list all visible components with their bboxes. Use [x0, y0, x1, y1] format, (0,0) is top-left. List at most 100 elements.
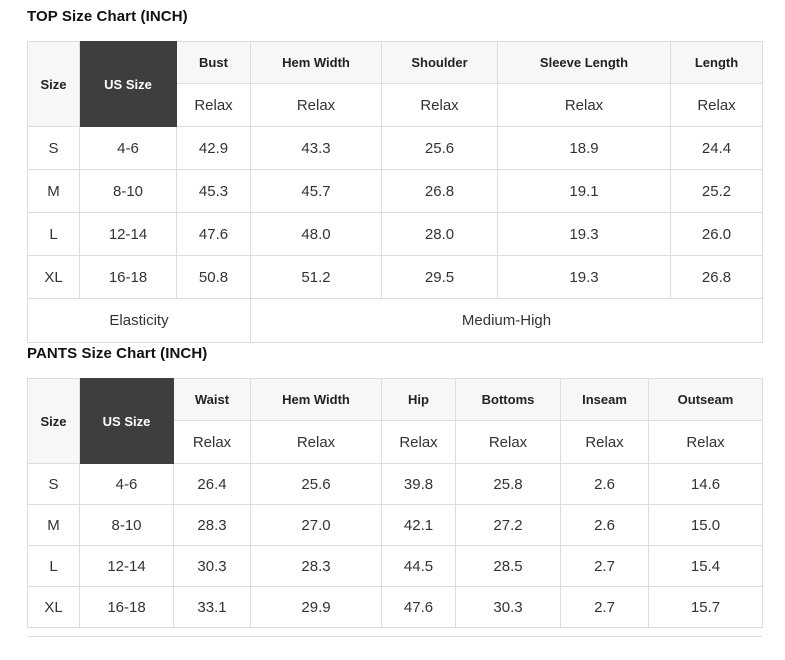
value-cell: 43.3 — [250, 126, 382, 170]
value-cell: 14.6 — [648, 463, 763, 505]
us-size-cell: 4-6 — [79, 126, 177, 170]
size-chart-page: TOP Size Chart (INCH) Size US Size Bust Hem… — [27, 6, 763, 660]
value-cell: 48.0 — [250, 212, 382, 256]
us-size-cell: 12-14 — [79, 545, 174, 587]
value-cell: 25.2 — [670, 169, 763, 213]
column-header-cell: Bust — [176, 41, 251, 84]
column-header-cell: Waist — [173, 378, 251, 421]
value-cell: 42.1 — [381, 504, 456, 546]
value-cell: 15.4 — [648, 545, 763, 587]
column-header-cell: Inseam — [560, 378, 649, 421]
column-header-cell: Length — [670, 41, 763, 84]
us-size-cell: 8-10 — [79, 169, 177, 213]
table-row: M 8-10 28.3 27.0 42.1 27.2 2.6 15.0 — [27, 504, 763, 546]
value-cell: 2.6 — [560, 504, 649, 546]
us-size-cell: 4-6 — [79, 463, 174, 505]
elasticity-row: Elasticity Medium-High — [27, 298, 763, 343]
table-row: S 4-6 42.9 43.3 25.6 18.9 24.4 — [27, 126, 763, 170]
fit-row-cell: Relax — [560, 420, 649, 464]
value-cell: 45.3 — [176, 169, 251, 213]
elasticity-value-cell: Medium-High — [250, 298, 763, 343]
table-row: M 8-10 45.3 45.7 26.8 19.1 25.2 — [27, 169, 763, 213]
column-header-cell: Shoulder — [381, 41, 498, 84]
size-header-cell: Size — [27, 378, 80, 464]
value-cell: 28.3 — [250, 545, 382, 587]
fit-row-cell: Relax — [648, 420, 763, 464]
size-header-cell: Size — [27, 41, 80, 127]
pants-size-chart-table: Size US Size Waist Hem Width Hip Bottoms Insea… — [27, 378, 763, 628]
value-cell: 19.1 — [497, 169, 671, 213]
size-cell: M — [27, 504, 80, 546]
value-cell: 26.4 — [173, 463, 251, 505]
pants-chart-title: PANTS Size Chart (INCH) — [27, 345, 208, 362]
size-cell: S — [27, 126, 80, 170]
fit-row-cell: Relax — [250, 420, 382, 464]
column-header-cell: Sleeve Length — [497, 41, 671, 84]
value-cell: 45.7 — [250, 169, 382, 213]
value-cell: 28.3 — [173, 504, 251, 546]
value-cell: 24.4 — [670, 126, 763, 170]
value-cell: 28.0 — [381, 212, 498, 256]
value-cell: 44.5 — [381, 545, 456, 587]
fit-row-cell: Relax — [381, 420, 456, 464]
value-cell: 19.3 — [497, 255, 671, 299]
fit-row-cell: Relax — [173, 420, 251, 464]
fit-row-cell: Relax — [250, 83, 382, 127]
value-cell: 47.6 — [381, 586, 456, 628]
column-header-cell: Hem Width — [250, 41, 382, 84]
fit-row-cell: Relax — [455, 420, 561, 464]
value-cell: 15.7 — [648, 586, 763, 628]
value-cell: 2.6 — [560, 463, 649, 505]
value-cell: 19.3 — [497, 212, 671, 256]
size-cell: L — [27, 212, 80, 256]
top-size-chart-table: Size US Size Bust Hem Width Shoulder Sleeve L… — [27, 41, 763, 343]
table-row: L 12-14 47.6 48.0 28.0 19.3 26.0 — [27, 212, 763, 256]
column-header-cell: Outseam — [648, 378, 763, 421]
size-cell: M — [27, 169, 80, 213]
value-cell: 29.9 — [250, 586, 382, 628]
table-row: XL 16-18 50.8 51.2 29.5 19.3 26.8 — [27, 255, 763, 299]
value-cell: 50.8 — [176, 255, 251, 299]
fit-row-cell: Relax — [381, 83, 498, 127]
column-header-cell: Hem Width — [250, 378, 382, 421]
column-header-cell: Hip — [381, 378, 456, 421]
value-cell: 26.0 — [670, 212, 763, 256]
fit-row-cell: Relax — [497, 83, 671, 127]
fit-row-cell: Relax — [670, 83, 763, 127]
us-size-header-cell: US Size — [79, 41, 177, 127]
fit-row-cell: Relax — [176, 83, 251, 127]
value-cell: 39.8 — [381, 463, 456, 505]
table-row: XL 16-18 33.1 29.9 47.6 30.3 2.7 15.7 — [27, 586, 763, 628]
value-cell: 33.1 — [173, 586, 251, 628]
value-cell: 51.2 — [250, 255, 382, 299]
us-size-cell: 16-18 — [79, 255, 177, 299]
value-cell: 25.8 — [455, 463, 561, 505]
value-cell: 2.7 — [560, 586, 649, 628]
pants-size-chart-section: PANTS Size Chart (INCH) Size US Size Waist… — [27, 343, 763, 628]
value-cell: 18.9 — [497, 126, 671, 170]
column-header-cell: Bottoms — [455, 378, 561, 421]
value-cell: 26.8 — [381, 169, 498, 213]
next-section-cutoff — [27, 636, 762, 660]
us-size-cell: 8-10 — [79, 504, 174, 546]
value-cell: 30.3 — [173, 545, 251, 587]
us-size-cell: 12-14 — [79, 212, 177, 256]
value-cell: 30.3 — [455, 586, 561, 628]
value-cell: 29.5 — [381, 255, 498, 299]
table-row: S 4-6 26.4 25.6 39.8 25.8 2.6 14.6 — [27, 463, 763, 505]
value-cell: 47.6 — [176, 212, 251, 256]
top-size-chart-section: TOP Size Chart (INCH) Size US Size Bust Hem… — [27, 6, 763, 343]
value-cell: 26.8 — [670, 255, 763, 299]
value-cell: 42.9 — [176, 126, 251, 170]
value-cell: 2.7 — [560, 545, 649, 587]
value-cell: 25.6 — [381, 126, 498, 170]
value-cell: 28.5 — [455, 545, 561, 587]
value-cell: 25.6 — [250, 463, 382, 505]
value-cell: 27.0 — [250, 504, 382, 546]
top-chart-title: TOP Size Chart (INCH) — [27, 8, 188, 25]
us-size-header-cell: US Size — [79, 378, 174, 464]
value-cell: 15.0 — [648, 504, 763, 546]
elasticity-label-cell: Elasticity — [27, 298, 251, 343]
value-cell: 27.2 — [455, 504, 561, 546]
table-row: L 12-14 30.3 28.3 44.5 28.5 2.7 15.4 — [27, 545, 763, 587]
